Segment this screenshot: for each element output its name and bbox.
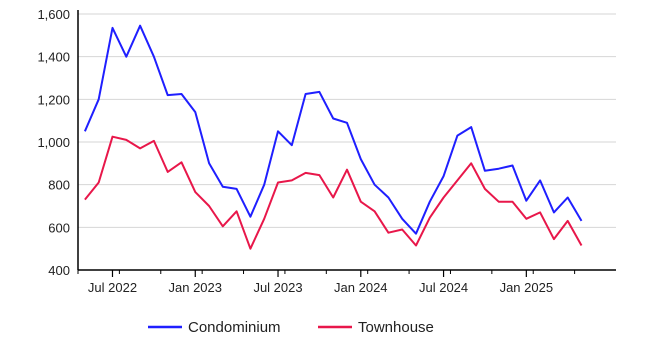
y-tick-label: 400 bbox=[48, 263, 70, 278]
y-tick-label: 600 bbox=[48, 220, 70, 235]
x-tick-label: Jul 2024 bbox=[419, 280, 468, 295]
x-tick-label: Jan 2023 bbox=[169, 280, 223, 295]
x-tick-label: Jan 2024 bbox=[334, 280, 388, 295]
y-tick-label: 1,200 bbox=[37, 92, 70, 107]
x-tick-label: Jul 2022 bbox=[88, 280, 137, 295]
series bbox=[83, 24, 583, 250]
legend-label-condominium: Condominium bbox=[188, 319, 281, 336]
y-tick-label: 1,000 bbox=[37, 135, 70, 150]
legend: Condominium Townhouse bbox=[148, 319, 434, 336]
y-tick-label: 1,600 bbox=[37, 7, 70, 22]
x-tick-label: Jan 2025 bbox=[500, 280, 554, 295]
y-tick-label: 1,400 bbox=[37, 50, 70, 65]
legend-label-townhouse: Townhouse bbox=[358, 319, 434, 336]
y-tick-label: 800 bbox=[48, 178, 70, 193]
series-line-condominium bbox=[83, 24, 583, 235]
x-tick-label: Jul 2023 bbox=[253, 280, 302, 295]
gridlines bbox=[78, 13, 616, 228]
axes: 400 600 800 1,000 1,200 1,400 1,600 Jul 2022 Jan… bbox=[37, 7, 616, 295]
series-line-townhouse bbox=[84, 135, 583, 250]
